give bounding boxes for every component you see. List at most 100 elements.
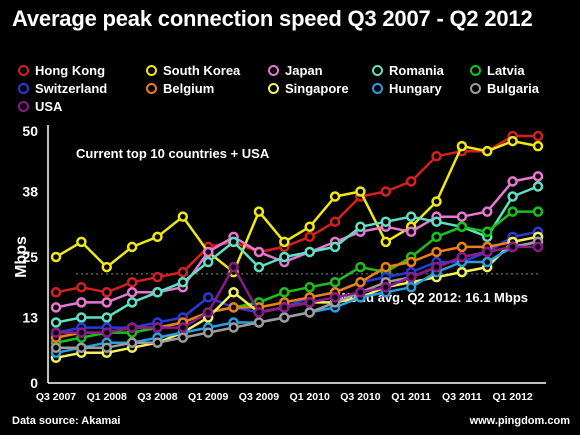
data-point bbox=[507, 135, 518, 147]
data-point bbox=[329, 292, 341, 303]
data-point bbox=[228, 322, 239, 333]
legend-label: Bulgaria bbox=[487, 81, 540, 96]
legend-item: Japan bbox=[268, 63, 323, 78]
legend-item: South Korea bbox=[146, 63, 240, 78]
data-point bbox=[507, 241, 518, 253]
data-point bbox=[101, 342, 112, 353]
x-tick-label: Q1 2011 bbox=[391, 391, 431, 403]
data-point bbox=[431, 261, 442, 273]
data-point bbox=[253, 317, 265, 328]
legend-item: Hungary bbox=[372, 81, 442, 96]
data-point bbox=[76, 297, 87, 308]
data-point bbox=[380, 186, 392, 197]
data-point bbox=[253, 206, 265, 217]
data-point bbox=[329, 216, 341, 227]
legend-marker-icon bbox=[470, 83, 481, 94]
legend-item: Bulgaria bbox=[470, 81, 539, 96]
x-tick-label: Q3 2008 bbox=[137, 391, 177, 403]
data-point bbox=[532, 241, 544, 253]
legend-marker-icon bbox=[470, 65, 481, 76]
data-point bbox=[304, 231, 315, 243]
data-point bbox=[405, 226, 417, 238]
data-point bbox=[507, 191, 518, 202]
data-point bbox=[152, 231, 163, 243]
legend-marker-icon bbox=[18, 101, 29, 112]
data-point bbox=[456, 241, 468, 253]
data-point bbox=[431, 196, 442, 207]
data-point bbox=[482, 226, 493, 238]
x-tick-label: Q1 2010 bbox=[290, 391, 330, 403]
legend-item: Hong Kong bbox=[18, 63, 105, 78]
legend-marker-icon bbox=[268, 83, 279, 94]
data-point bbox=[76, 327, 87, 338]
data-point bbox=[380, 261, 392, 273]
x-tick-label: Q1 2009 bbox=[188, 391, 228, 403]
legend-marker-icon bbox=[146, 83, 157, 94]
data-point bbox=[304, 297, 315, 308]
data-point bbox=[50, 251, 62, 263]
legend-label: Romania bbox=[389, 63, 444, 78]
site-credit: www.pingdom.com bbox=[469, 415, 570, 427]
legend-marker-icon bbox=[372, 65, 383, 76]
legend-label: Switzerland bbox=[35, 81, 108, 96]
legend-item: Belgium bbox=[146, 81, 214, 96]
data-point bbox=[279, 251, 290, 263]
data-point bbox=[126, 241, 138, 253]
data-point bbox=[253, 261, 265, 273]
data-point bbox=[279, 236, 290, 248]
data-point bbox=[50, 302, 62, 313]
legend-item: Switzerland bbox=[18, 81, 107, 96]
data-point bbox=[126, 337, 138, 348]
data-point bbox=[101, 327, 112, 338]
data-point bbox=[50, 327, 62, 338]
data-point bbox=[355, 287, 366, 298]
data-point bbox=[380, 281, 392, 293]
legend-marker-icon bbox=[372, 83, 383, 94]
data-point bbox=[50, 287, 62, 298]
data-point bbox=[228, 302, 239, 313]
data-point bbox=[152, 337, 163, 348]
data-point bbox=[456, 266, 468, 278]
data-point bbox=[405, 281, 417, 293]
data-point bbox=[431, 231, 442, 243]
data-point bbox=[456, 211, 468, 222]
data-point bbox=[507, 176, 518, 187]
data-point bbox=[279, 287, 290, 298]
data-point bbox=[177, 266, 189, 278]
data-point bbox=[329, 241, 341, 253]
x-tick-label: Q3 2010 bbox=[340, 391, 380, 403]
legend-item: Latvia bbox=[470, 63, 525, 78]
data-point bbox=[456, 140, 468, 152]
x-tick-label: Q3 2007 bbox=[36, 391, 76, 403]
data-point bbox=[482, 145, 493, 157]
x-tick-label: Q1 2012 bbox=[492, 391, 532, 403]
data-point bbox=[532, 140, 544, 152]
chart-annotation: Current top 10 countries + USA bbox=[76, 146, 270, 161]
data-point bbox=[405, 256, 417, 268]
y-tick-label: 25 bbox=[22, 249, 38, 265]
data-point bbox=[431, 246, 442, 258]
data-point bbox=[177, 276, 189, 288]
legend-marker-icon bbox=[268, 65, 279, 76]
y-tick-label: 0 bbox=[30, 375, 38, 391]
legend-item: Singapore bbox=[268, 81, 349, 96]
data-point bbox=[76, 281, 87, 293]
data-point bbox=[329, 191, 341, 202]
legend-marker-icon bbox=[18, 83, 29, 94]
data-point bbox=[101, 261, 112, 273]
data-point bbox=[50, 342, 62, 353]
legend-marker-icon bbox=[146, 65, 157, 76]
data-point bbox=[355, 221, 366, 233]
data-point bbox=[177, 332, 189, 343]
legend-label: USA bbox=[35, 99, 63, 114]
data-point bbox=[152, 322, 163, 333]
data-point bbox=[202, 292, 214, 303]
data-point bbox=[76, 342, 87, 353]
data-point bbox=[405, 176, 417, 187]
data-point bbox=[228, 287, 239, 298]
data-point bbox=[482, 246, 493, 258]
data-point bbox=[304, 221, 315, 233]
data-point bbox=[228, 236, 239, 248]
data-point bbox=[76, 236, 87, 248]
x-tick-label: Q3 2011 bbox=[442, 391, 482, 403]
